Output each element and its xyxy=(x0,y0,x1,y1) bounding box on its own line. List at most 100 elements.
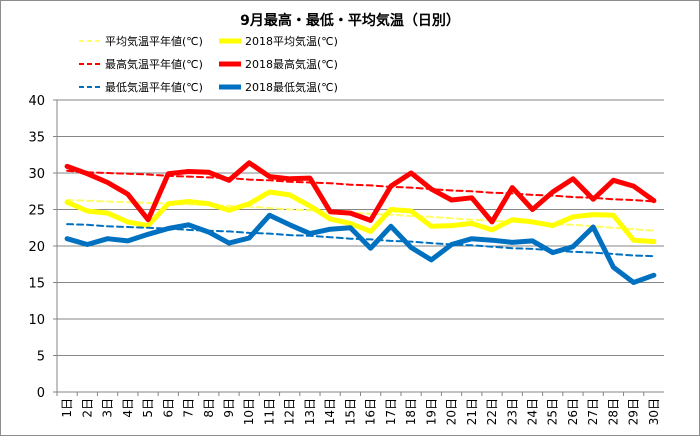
data-point xyxy=(330,183,331,184)
data-point xyxy=(350,184,351,185)
data-point xyxy=(289,235,290,236)
y-tick-label: 15 xyxy=(28,277,45,292)
data-point xyxy=(289,178,290,179)
data-point xyxy=(127,173,128,174)
data-point xyxy=(633,255,634,256)
data-point xyxy=(411,187,412,188)
data-point xyxy=(512,187,513,188)
data-point xyxy=(613,180,614,181)
data-point xyxy=(593,227,594,228)
data-point xyxy=(208,177,209,178)
data-point xyxy=(127,194,128,195)
y-tick-label: 10 xyxy=(28,313,45,328)
data-point xyxy=(390,214,391,215)
y-tick-label: 25 xyxy=(28,204,45,219)
data-point xyxy=(633,282,634,283)
data-point xyxy=(148,227,149,228)
data-point xyxy=(309,233,310,234)
legend-label: 最低気温平年値(℃) xyxy=(105,80,203,94)
data-point xyxy=(492,240,493,241)
data-point xyxy=(330,218,331,219)
data-point xyxy=(127,240,128,241)
y-tick-label: 30 xyxy=(28,167,45,182)
x-tick-label: 21日 xyxy=(465,398,479,425)
data-point xyxy=(87,210,88,211)
legend-label: 平均気温平年値(℃) xyxy=(105,34,203,48)
x-tick-label: 26日 xyxy=(566,398,580,425)
data-point xyxy=(633,229,634,230)
data-point xyxy=(148,202,149,203)
y-tick-label: 5 xyxy=(37,350,45,365)
data-point xyxy=(532,248,533,249)
data-point xyxy=(168,203,169,204)
y-axis: 0 5 10 15 20 25 30 35 40 xyxy=(28,94,58,401)
data-point xyxy=(87,200,88,201)
data-point xyxy=(350,213,351,214)
data-point xyxy=(350,238,351,239)
data-point xyxy=(613,227,614,228)
data-point xyxy=(228,205,229,206)
series-line xyxy=(66,169,655,203)
legend-label: 2018最高気温(℃) xyxy=(245,57,338,71)
data-point xyxy=(552,191,553,192)
data-point xyxy=(532,240,533,241)
x-tick-label: 10日 xyxy=(242,398,256,425)
x-tick-label: 11日 xyxy=(262,398,276,425)
data-point xyxy=(107,213,108,214)
x-tick-label: 23日 xyxy=(505,398,519,425)
x-tick-label: 5日 xyxy=(141,398,155,418)
data-point xyxy=(451,200,452,201)
data-point xyxy=(572,224,573,225)
data-point xyxy=(593,199,594,200)
data-point xyxy=(431,216,432,217)
data-point xyxy=(188,224,189,225)
data-point xyxy=(87,173,88,174)
data-point xyxy=(593,214,594,215)
data-point xyxy=(492,229,493,230)
series-line xyxy=(64,212,657,285)
data-point xyxy=(67,166,68,167)
data-point xyxy=(653,256,654,257)
data-point xyxy=(390,186,391,187)
data-point xyxy=(228,243,229,244)
data-point xyxy=(471,219,472,220)
data-point xyxy=(572,251,573,252)
data-point xyxy=(653,241,654,242)
data-point xyxy=(107,201,108,202)
series-lines xyxy=(64,160,657,285)
x-tick-label: 27日 xyxy=(586,398,600,425)
data-point xyxy=(188,171,189,172)
data-point xyxy=(370,239,371,240)
data-point xyxy=(269,208,270,209)
data-point xyxy=(532,209,533,210)
x-tick-label: 3日 xyxy=(101,398,115,418)
data-point xyxy=(512,242,513,243)
data-point xyxy=(249,162,250,163)
data-point xyxy=(471,197,472,198)
data-point xyxy=(249,237,250,238)
data-point xyxy=(67,202,68,203)
data-point xyxy=(208,172,209,173)
data-point xyxy=(269,215,270,216)
data-point xyxy=(512,219,513,220)
data-point xyxy=(572,216,573,217)
data-point xyxy=(289,194,290,195)
data-point xyxy=(188,229,189,230)
data-point xyxy=(127,202,128,203)
data-point xyxy=(653,200,654,201)
x-tick-label: 17日 xyxy=(384,398,398,425)
data-point xyxy=(572,246,573,247)
data-point xyxy=(269,180,270,181)
data-point xyxy=(653,230,654,231)
data-point xyxy=(411,173,412,174)
data-point xyxy=(411,241,412,242)
data-point xyxy=(188,176,189,177)
x-tick-label: 25日 xyxy=(546,398,560,425)
data-point xyxy=(552,252,553,253)
data-point xyxy=(492,221,493,222)
data-point xyxy=(613,267,614,268)
data-point xyxy=(431,243,432,244)
data-point xyxy=(471,238,472,239)
data-point xyxy=(228,231,229,232)
